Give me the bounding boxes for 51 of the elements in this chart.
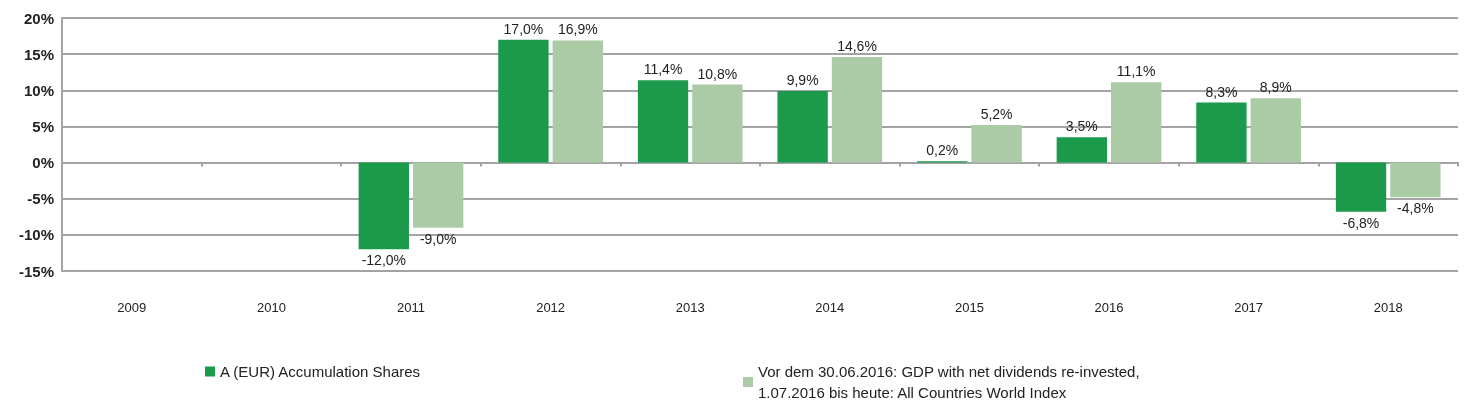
y-tick-label: 0% <box>32 154 54 172</box>
data-label: 9,9% <box>786 72 819 89</box>
data-label: -4,8% <box>1397 200 1434 217</box>
x-tick-label: 2011 <box>397 300 425 315</box>
data-label: 11,4% <box>643 61 683 78</box>
bar <box>1390 162 1441 198</box>
bar <box>1056 137 1107 163</box>
data-label: 14,6% <box>837 38 877 55</box>
legend-label: Vor dem 30.06.2016: GDP with net dividends re-invested, 1.07.2016 bis heute: All Countries World Index <box>758 363 1144 401</box>
y-tick-label: 5% <box>32 117 54 135</box>
data-label: 8,9% <box>1259 79 1292 96</box>
x-tick-label: 2018 <box>1373 300 1403 315</box>
x-tick-label: 2016 <box>1094 300 1124 315</box>
bar <box>971 124 1022 163</box>
data-label: -12,0% <box>361 252 406 269</box>
x-tick-label: 2010 <box>256 300 286 315</box>
bar <box>637 80 689 163</box>
bar <box>1335 162 1387 212</box>
y-tick-label: -10% <box>18 226 54 244</box>
bar <box>1250 98 1301 163</box>
bar <box>692 84 743 163</box>
bar <box>358 162 409 250</box>
x-tick-label: 2013 <box>675 300 705 315</box>
data-label: 5,2% <box>980 105 1013 122</box>
data-label: 0,2% <box>926 142 959 159</box>
bar <box>1111 82 1162 163</box>
data-label: -9,0% <box>419 230 457 247</box>
bar <box>498 39 549 163</box>
bar <box>1196 102 1247 163</box>
data-label: 3,5% <box>1065 118 1098 135</box>
data-label: 16,9% <box>557 21 598 38</box>
y-tick-label: -5% <box>27 190 54 208</box>
y-tick-label: -15% <box>18 262 54 280</box>
data-label: 11,1% <box>1116 63 1156 80</box>
x-tick-label: 2012 <box>536 300 566 315</box>
x-tick-label: 2017 <box>1234 300 1264 315</box>
bar <box>413 162 464 228</box>
bar <box>777 91 828 163</box>
x-tick-label: 2015 <box>954 300 984 315</box>
x-tick-label: 2014 <box>815 300 845 315</box>
data-label: 17,0% <box>503 20 544 37</box>
bar <box>552 40 603 163</box>
data-label: 8,3% <box>1205 83 1238 100</box>
y-tick-label: 15% <box>23 45 54 63</box>
data-label: 10,8% <box>697 65 738 82</box>
bar <box>831 57 883 163</box>
y-tick-label: 10% <box>23 81 54 99</box>
x-tick-label: 2009 <box>117 300 147 315</box>
legend-label: A (EUR) Accumulation Shares <box>220 363 421 380</box>
y-tick-label: 20% <box>23 9 54 27</box>
data-label: -6,8% <box>1342 214 1380 231</box>
